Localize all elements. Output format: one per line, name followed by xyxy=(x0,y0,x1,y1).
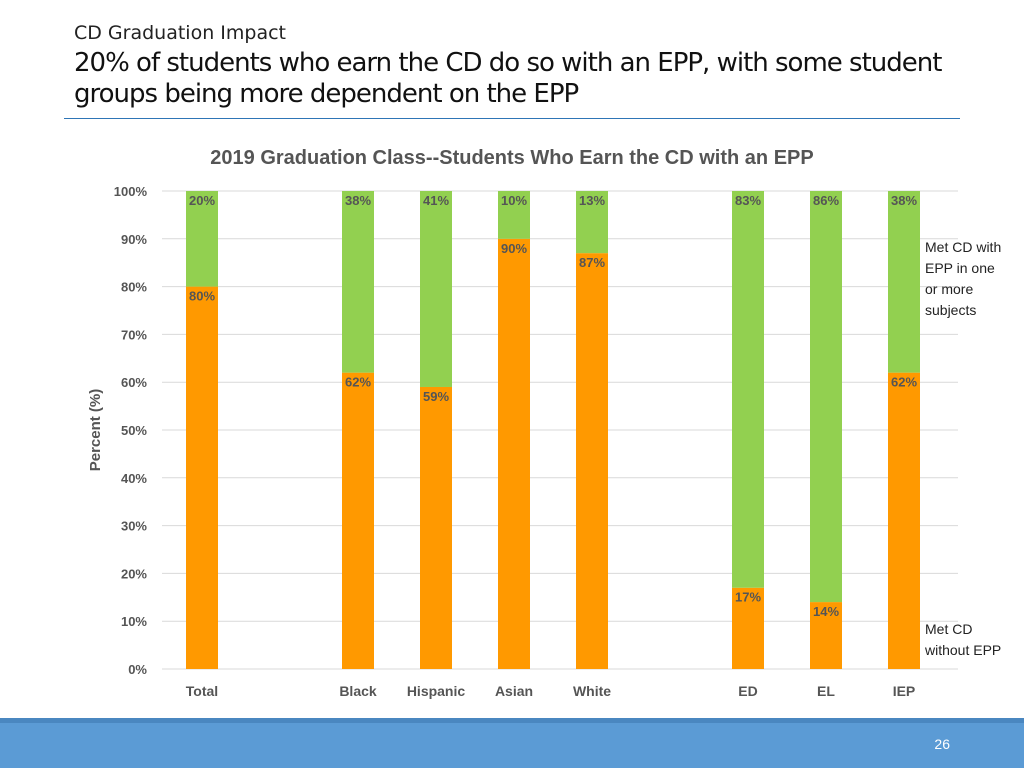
bar-segment xyxy=(498,191,530,239)
bar-segment xyxy=(732,191,764,588)
x-tick-label: Asian xyxy=(495,683,533,699)
y-tick-label: 20% xyxy=(121,566,147,581)
y-tick-labels: 0% 10% 20% 30% 40% 50% 60% 70% 80% 90% 100% xyxy=(114,184,148,677)
y-tick-label: 80% xyxy=(121,280,147,295)
data-label: 59% xyxy=(423,389,449,404)
data-label: 90% xyxy=(501,241,527,256)
chart-title: 2019 Graduation Class--Students Who Earn… xyxy=(210,147,813,169)
data-label: 13% xyxy=(579,193,605,208)
data-label: 62% xyxy=(891,375,917,390)
x-tick-label: EL xyxy=(817,683,835,699)
bar-segment xyxy=(732,587,764,669)
bar-segment xyxy=(420,191,452,387)
y-axis-label: Percent (%) xyxy=(87,389,104,472)
bar-segment xyxy=(576,191,608,254)
bar-segment xyxy=(498,238,530,670)
data-label: 87% xyxy=(579,255,605,270)
y-tick-label: 70% xyxy=(121,327,147,342)
y-tick-label: 10% xyxy=(121,614,147,629)
legend-label-with-epp: Met CD with EPP in one or more subjects xyxy=(925,239,1001,318)
footer-bar xyxy=(0,718,1024,768)
y-tick-label: 90% xyxy=(121,232,147,247)
stacked-bar-chart: 2019 Graduation Class--Students Who Earn… xyxy=(87,147,1001,699)
data-label: 17% xyxy=(735,590,761,605)
y-tick-label: 0% xyxy=(128,662,147,677)
bar-segment xyxy=(576,253,608,669)
x-tick-label: ED xyxy=(738,683,757,699)
data-label: 41% xyxy=(423,193,449,208)
x-tick-label: Black xyxy=(339,683,377,699)
data-labels: 80% 20% 62% 38% 59% 41% 90% 10% 87% 13% 17% 83% 14% 8… xyxy=(189,193,917,619)
data-label: 80% xyxy=(189,289,215,304)
legend: Met CD with EPP in one or more subjects Met … xyxy=(924,239,1001,658)
data-label: 20% xyxy=(189,193,215,208)
x-tick-label: White xyxy=(573,683,611,699)
y-tick-label: 100% xyxy=(114,184,148,199)
bar-segment xyxy=(186,191,218,287)
bar-segment xyxy=(186,286,218,669)
bar-segment xyxy=(420,386,452,669)
data-label: 38% xyxy=(891,193,917,208)
legend-label-without-epp: Met CD without EPP xyxy=(924,621,1001,658)
x-tick-labels: Total Black Hispanic Asian White ED EL IEP xyxy=(186,683,915,699)
bar-segment xyxy=(342,372,374,669)
y-tick-label: 60% xyxy=(121,375,147,390)
y-tick-label: 30% xyxy=(121,519,147,534)
x-tick-label: Total xyxy=(186,683,218,699)
data-label: 86% xyxy=(813,193,839,208)
slide-subtitle: CD Graduation Impact xyxy=(74,22,287,44)
slide-title: 20% of students who earn the CD do so wi… xyxy=(74,48,942,109)
data-label: 38% xyxy=(345,193,371,208)
x-tick-label: Hispanic xyxy=(407,683,466,699)
data-label: 10% xyxy=(501,193,527,208)
data-label: 62% xyxy=(345,375,371,390)
bars xyxy=(186,191,920,670)
bar-segment xyxy=(810,602,842,669)
bar-segment xyxy=(810,191,842,603)
title-divider xyxy=(64,118,960,119)
page-number: 26 xyxy=(934,736,950,752)
y-tick-label: 50% xyxy=(121,423,147,438)
bar-segment xyxy=(888,191,920,373)
x-tick-label: IEP xyxy=(893,683,916,699)
bar-segment xyxy=(888,372,920,669)
y-tick-label: 40% xyxy=(121,471,147,486)
data-label: 14% xyxy=(813,604,839,619)
data-label: 83% xyxy=(735,193,761,208)
bar-segment xyxy=(342,191,374,373)
